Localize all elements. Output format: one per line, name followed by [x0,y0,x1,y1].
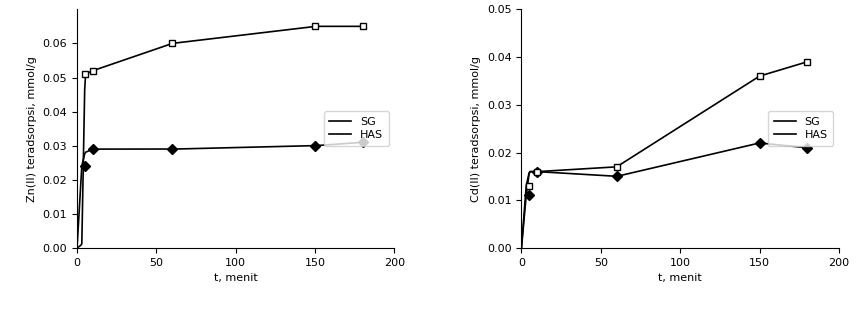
HAS [247,32,257,36]
HAS [241,33,252,37]
HAS [72,246,82,250]
HAS [686,118,696,122]
X-axis label: t, menit: t, menit [214,273,258,283]
Y-axis label: Cd(II) teradsorpsi, mmol/g: Cd(II) teradsorpsi, mmol/g [472,56,481,202]
Line: SG: SG [77,142,363,248]
HAS [802,60,812,64]
HAS [332,24,342,28]
Legend: SG, HAS: SG, HAS [324,111,389,146]
SG [687,157,697,161]
SG [72,246,82,250]
Line: HAS: HAS [77,26,363,248]
SG [754,141,764,145]
SG [241,145,252,149]
HAS [687,117,697,121]
Legend: SG, HAS: SG, HAS [768,111,834,146]
HAS [517,234,527,237]
SG [330,142,341,146]
X-axis label: t, menit: t, menit [658,273,702,283]
SG [312,144,323,147]
HAS [776,68,786,72]
HAS [516,246,526,250]
HAS [242,33,253,36]
HAS [358,24,368,28]
SG [691,156,701,160]
HAS [311,24,321,28]
SG [73,230,83,233]
SG [517,236,527,239]
Line: SG: SG [521,143,807,248]
Y-axis label: Zn(II) teradsorpsi, mmol/g: Zn(II) teradsorpsi, mmol/g [27,56,37,202]
HAS [313,24,324,28]
SG [758,141,769,145]
HAS [757,73,767,77]
SG [686,157,696,161]
SG [516,246,526,250]
HAS [73,246,83,249]
HAS [691,114,701,118]
SG [776,143,787,147]
SG [802,146,812,150]
SG [247,145,257,149]
Line: HAS: HAS [521,62,807,248]
SG [242,145,253,149]
SG [358,140,368,144]
